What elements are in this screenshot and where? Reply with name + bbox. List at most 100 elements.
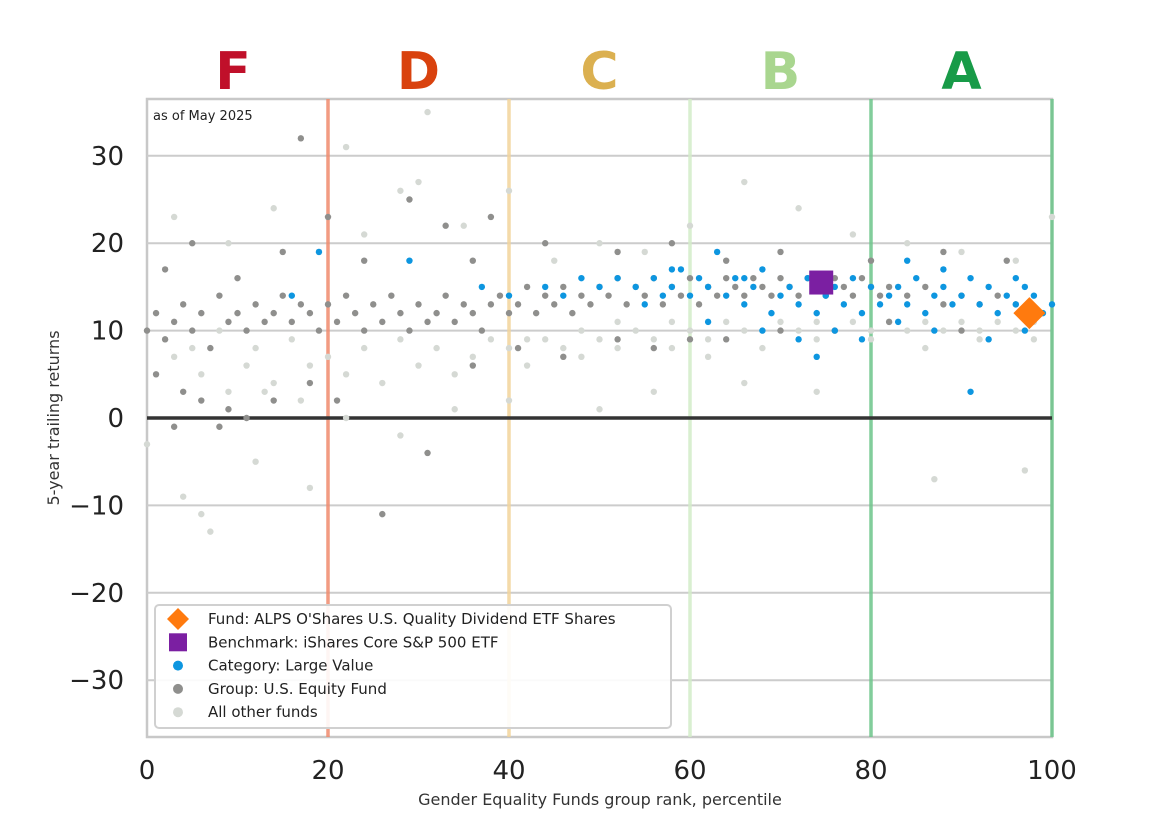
y-tick-label: 0: [107, 404, 124, 434]
data-point: [587, 301, 594, 308]
legend-square-icon: [169, 633, 187, 652]
data-point: [723, 336, 730, 343]
data-point: [650, 388, 657, 395]
data-point: [406, 257, 413, 264]
data-point: [795, 205, 802, 212]
data-point: [243, 414, 250, 422]
legend: Fund: ALPS O'Shares U.S. Quality Dividen…: [154, 604, 672, 729]
data-point: [578, 274, 585, 282]
data-point: [695, 301, 703, 308]
data-point: [741, 274, 748, 282]
data-point: [1012, 301, 1019, 308]
data-point: [958, 318, 965, 326]
data-point: [342, 414, 350, 422]
data-point: [469, 362, 476, 369]
y-tick-label: −20: [69, 579, 124, 609]
data-point: [143, 441, 151, 448]
data-point: [225, 388, 232, 395]
data-point: [732, 283, 739, 291]
legend-label: Category: Large Value: [208, 657, 373, 675]
benchmark-marker: [809, 270, 834, 295]
data-point: [324, 353, 332, 361]
data-point: [904, 240, 911, 247]
data-point: [867, 257, 875, 264]
data-point: [614, 318, 621, 326]
y-tick-label: 10: [91, 317, 124, 347]
data-point: [189, 344, 196, 352]
data-point: [198, 309, 205, 317]
data-point: [686, 292, 694, 299]
data-point: [243, 327, 250, 334]
data-point: [741, 327, 748, 334]
data-point: [180, 388, 187, 395]
data-point: [478, 327, 486, 334]
data-point: [415, 178, 422, 186]
data-point: [424, 318, 431, 326]
grade-label: C: [580, 42, 618, 102]
data-point: [931, 327, 938, 334]
data-point: [270, 309, 277, 317]
data-point: [415, 301, 422, 308]
data-point: [551, 257, 558, 264]
data-point: [288, 292, 295, 299]
data-point: [451, 318, 458, 326]
data-point: [569, 309, 576, 317]
data-point: [858, 336, 866, 343]
data-point: [931, 475, 938, 483]
data-point: [768, 309, 775, 317]
data-point: [614, 336, 621, 343]
data-point: [505, 187, 513, 194]
data-point: [922, 344, 929, 352]
data-point: [243, 362, 250, 369]
y-tick-labels: 30 20 10 0 −10 −20 −30: [69, 142, 124, 696]
data-point: [424, 449, 431, 457]
grid-lines: [147, 154, 1052, 682]
data-point: [786, 283, 793, 291]
data-point: [279, 248, 286, 256]
data-point: [713, 292, 721, 299]
data-point: [469, 353, 476, 361]
data-point: [650, 344, 657, 352]
data-point: [207, 528, 214, 535]
data-point: [379, 379, 386, 387]
data-point: [361, 231, 368, 238]
data-point: [487, 301, 495, 308]
data-point: [288, 318, 295, 326]
y-tick-label: −30: [69, 666, 124, 696]
data-point: [840, 283, 848, 291]
data-point: [161, 336, 169, 343]
data-point: [170, 318, 178, 326]
data-point: [623, 301, 630, 308]
data-point: [505, 292, 513, 299]
data-point: [288, 336, 295, 343]
data-point: [596, 240, 603, 247]
data-point: [940, 301, 947, 308]
data-point: [315, 248, 323, 256]
data-point: [858, 309, 866, 317]
data-point: [451, 371, 458, 378]
data-point: [560, 292, 567, 299]
data-point: [351, 309, 359, 317]
data-point: [940, 283, 947, 291]
data-point: [596, 336, 603, 343]
data-point: [342, 292, 350, 299]
data-point: [560, 344, 567, 352]
data-point: [270, 397, 277, 404]
data-point: [596, 406, 603, 413]
data-point: [424, 108, 431, 116]
data-point: [370, 301, 377, 308]
x-tick-label: 100: [1027, 756, 1077, 786]
data-point: [514, 344, 522, 352]
data-point: [578, 292, 585, 299]
data-point: [198, 510, 205, 518]
data-point: [270, 205, 277, 212]
data-point: [958, 248, 965, 256]
data-point: [406, 327, 413, 334]
data-point: [261, 388, 268, 395]
data-point: [216, 292, 223, 299]
data-point: [505, 309, 513, 317]
data-point: [152, 309, 160, 317]
data-point: [723, 274, 730, 282]
data-point: [668, 318, 676, 326]
data-point: [578, 327, 585, 334]
